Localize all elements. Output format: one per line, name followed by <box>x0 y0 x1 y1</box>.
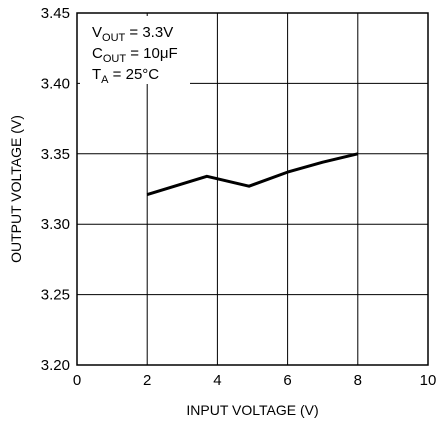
annotation-symbol: C <box>92 45 103 62</box>
annotation-subscript: OUT <box>103 53 127 65</box>
annotation-subscript: A <box>101 74 109 86</box>
x-tick-label: 10 <box>420 372 437 389</box>
annotation-subscript: OUT <box>102 32 126 44</box>
y-axis-title: OUTPUT VOLTAGE (V) <box>8 115 24 263</box>
x-tick-label: 8 <box>354 372 362 389</box>
series-line <box>146 152 359 197</box>
annotation-value: = 10μF <box>126 45 178 62</box>
plot-frame <box>76 12 429 366</box>
condition-annotation: VOUT = 3.3V <box>92 24 173 44</box>
annotation-symbol: V <box>92 24 102 41</box>
x-tick-label: 4 <box>213 372 221 389</box>
annotation-symbol: T <box>92 66 101 83</box>
x-axis-title: INPUT VOLTAGE (V) <box>186 402 318 418</box>
condition-annotation: TA = 25°C <box>92 66 159 86</box>
series <box>146 152 359 197</box>
y-tick-label: 3.40 <box>41 75 70 92</box>
condition-annotation: COUT = 10μF <box>92 45 178 65</box>
y-tick-label: 3.20 <box>41 357 70 374</box>
y-tick-label: 3.30 <box>41 216 70 233</box>
x-tick-label: 6 <box>283 372 291 389</box>
annotation-value: = 25°C <box>109 66 160 83</box>
tick-labels: 0 2 4 6 8 10 3.20 3.25 3.30 3.35 3.40 3.45 <box>41 5 437 389</box>
y-tick-label: 3.45 <box>41 5 70 22</box>
y-tick-label: 3.25 <box>41 287 70 304</box>
annotation-value: = 3.3V <box>125 24 173 41</box>
annotation-box <box>80 16 190 84</box>
x-tick-label: 2 <box>143 372 151 389</box>
x-tick-label: 0 <box>73 372 81 389</box>
y-tick-label: 3.35 <box>41 146 70 163</box>
